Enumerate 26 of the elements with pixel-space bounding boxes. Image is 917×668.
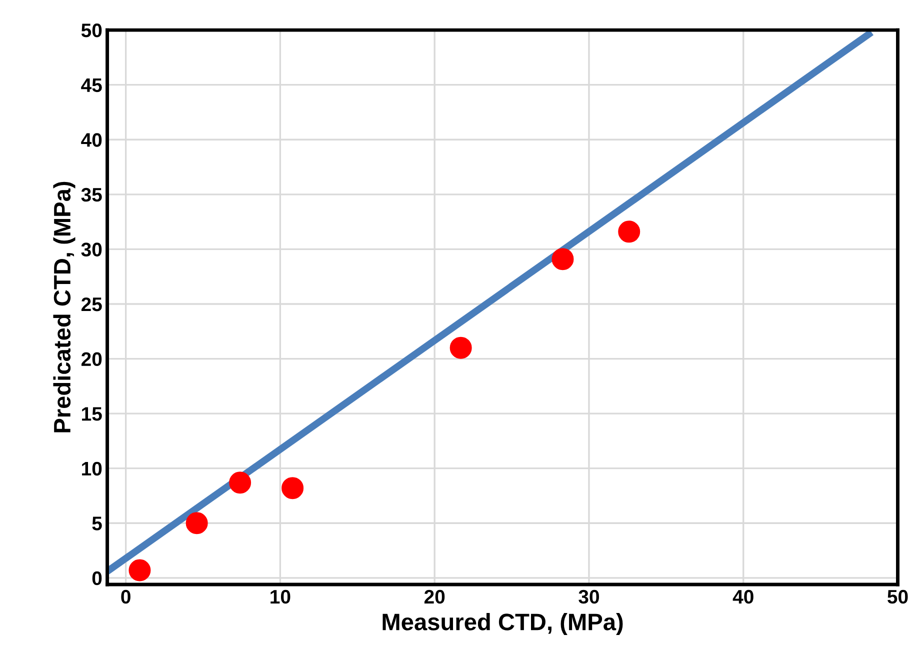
y-tick-label: 30 bbox=[81, 242, 102, 256]
x-tick-label: 20 bbox=[424, 590, 445, 604]
y-tick-label: 15 bbox=[82, 407, 102, 421]
y-tick-label: 35 bbox=[81, 188, 102, 202]
point bbox=[229, 472, 252, 494]
y-tick-label: 25 bbox=[81, 297, 102, 312]
y-tick-label: 10 bbox=[82, 462, 102, 476]
point bbox=[282, 477, 304, 500]
y-tick-label: 20 bbox=[81, 352, 102, 366]
y-tick-label: 40 bbox=[81, 133, 102, 147]
y-tick-label: 50 bbox=[81, 24, 102, 38]
point bbox=[186, 512, 208, 534]
x-tick-label: 50 bbox=[888, 590, 908, 604]
point bbox=[618, 220, 640, 243]
point bbox=[552, 248, 574, 270]
x-tick-label: 40 bbox=[732, 590, 754, 604]
point bbox=[450, 336, 472, 359]
y-axis-title: Predicated CTD, (MPa) bbox=[53, 182, 76, 432]
x-axis-title: Measured CTD, (MPa) bbox=[382, 613, 623, 636]
y-tick-label: 0 bbox=[92, 571, 102, 586]
x-tick-label: 0 bbox=[121, 590, 130, 604]
x-tick-label: 30 bbox=[578, 590, 599, 604]
y-tick-label: 5 bbox=[92, 516, 102, 530]
x-tick-label: 10 bbox=[270, 590, 290, 604]
y-tick-label: 45 bbox=[81, 78, 102, 92]
point bbox=[128, 559, 151, 582]
